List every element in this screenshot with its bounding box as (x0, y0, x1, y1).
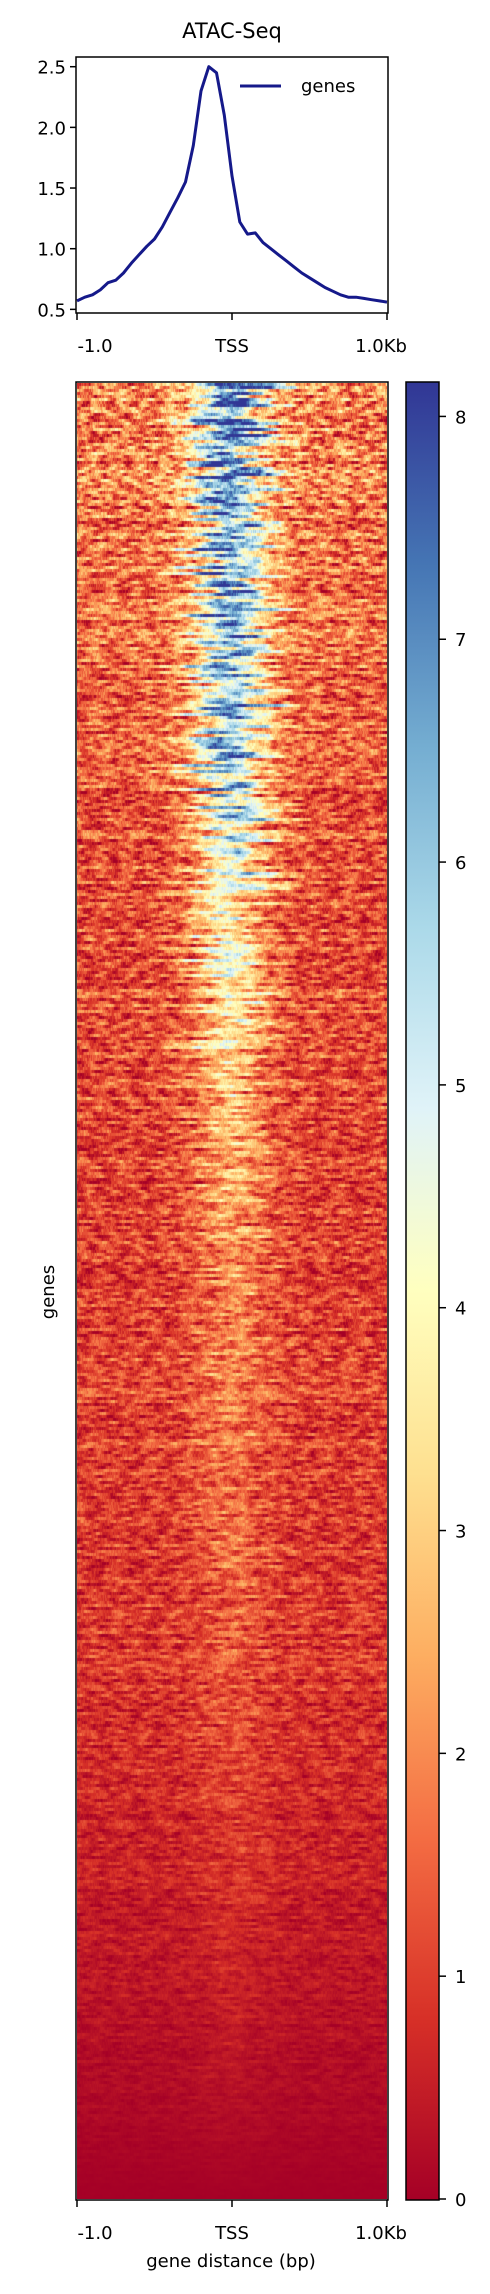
series-line-genes (76, 65, 388, 304)
heatmap-x-axis: -1.0 TSS 1.0Kb (76, 2200, 407, 2244)
profile-y-axis: 0.5 1.0 1.5 2.0 2.5 (37, 58, 76, 321)
profile-plot-area (76, 65, 388, 304)
legend-label-genes: genes (301, 76, 355, 97)
colorbar-tick-label: 0 (455, 2190, 466, 2211)
heatmap-x-tick-label: -1.0 (77, 2223, 112, 2244)
profile-y-tick-label: 1.0 (37, 240, 66, 261)
profile-legend: genes (240, 76, 355, 97)
heatmap-x-tick-label: 1.0Kb (355, 2223, 407, 2244)
profile-y-tick-label: 0.5 (37, 300, 66, 321)
profile-title: ATAC-Seq (182, 19, 282, 43)
profile-y-tick-label: 2.5 (37, 58, 66, 79)
heatmap-x-tick-label: TSS (214, 2223, 249, 2244)
heatmap-x-label: gene distance (bp) (146, 2251, 316, 2272)
colorbar-tick-label: 1 (455, 1967, 466, 1988)
colorbar-tick-label: 2 (455, 1744, 466, 1765)
colorbar-tick-label: 6 (455, 853, 466, 874)
heatmap-y-label: genes (38, 1265, 59, 1319)
profile-x-tick-label: 1.0Kb (355, 336, 407, 357)
profile-x-tick-label: -1.0 (77, 336, 112, 357)
profile-x-tick-label: TSS (214, 336, 249, 357)
profile-y-tick-label: 2.0 (37, 118, 66, 139)
profile-frame (75, 56, 389, 314)
profile-x-axis: -1.0 TSS 1.0Kb (76, 313, 407, 357)
colorbar-tick-label: 3 (455, 1522, 466, 1543)
colorbar (405, 381, 440, 2201)
profile-y-tick-label: 1.5 (37, 179, 66, 200)
colorbar-axis: 0 1 2 3 4 5 6 7 8 (439, 407, 466, 2211)
colorbar-tick-label: 7 (455, 630, 466, 651)
heatmap-canvas-holder (77, 383, 387, 2199)
colorbar-tick-label: 8 (455, 407, 466, 428)
colorbar-tick-label: 4 (455, 1299, 466, 1320)
colorbar-tick-label: 5 (455, 1076, 466, 1097)
